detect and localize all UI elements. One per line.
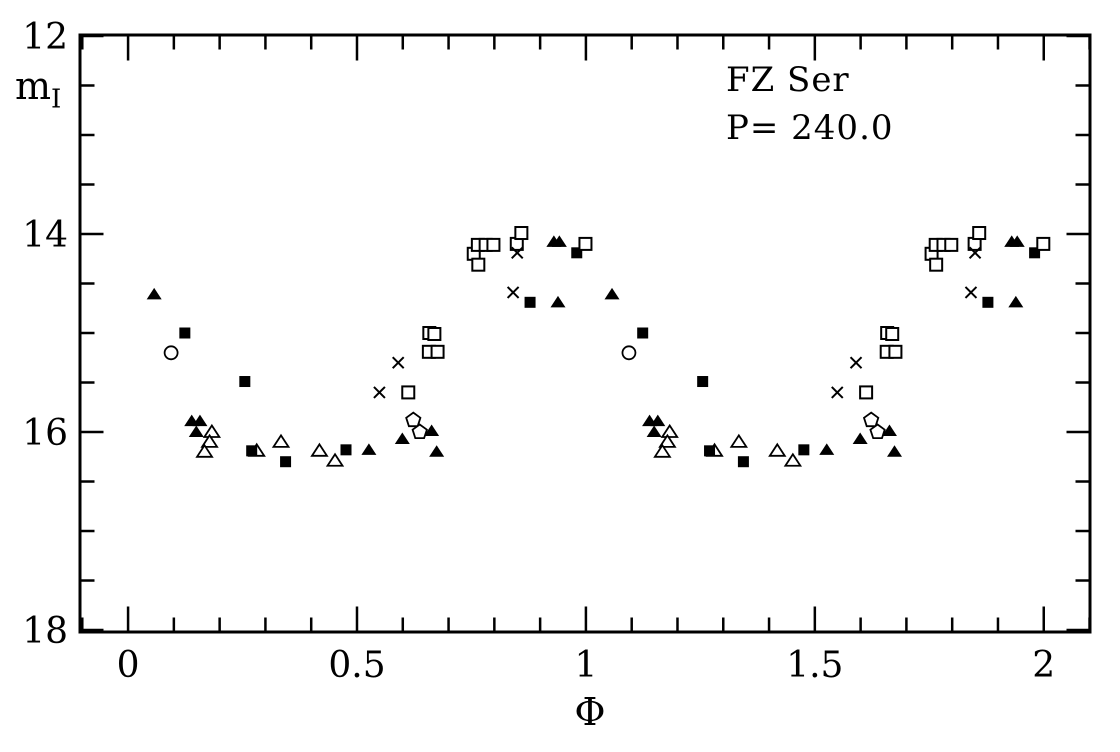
- marker-open-square: [514, 226, 529, 241]
- marker-open-square: [1036, 236, 1051, 251]
- marker-open-square: [471, 257, 486, 272]
- marker-cross: [968, 246, 982, 260]
- marker-filled-square: [704, 445, 716, 457]
- plot-frame: [78, 33, 1092, 634]
- marker-open-square: [578, 236, 593, 251]
- marker-open-square: [427, 326, 442, 341]
- marker-filled-triangle: [650, 414, 666, 427]
- marker-open-triangle: [768, 442, 787, 457]
- marker-cross: [831, 386, 844, 399]
- marker-filled-triangle: [1009, 235, 1025, 247]
- marker-cross: [964, 286, 978, 299]
- marker-filled-triangle: [550, 295, 566, 308]
- x-tick-label: 1.5: [786, 645, 843, 686]
- marker-filled-square: [246, 445, 258, 457]
- marker-filled-triangle: [394, 432, 410, 444]
- x-axis-label: Φ: [574, 690, 606, 734]
- marker-open-triangle: [195, 443, 214, 458]
- marker-open-square: [486, 237, 501, 252]
- marker-cross: [391, 356, 405, 369]
- marker-open-triangle: [783, 452, 803, 467]
- marker-open-triangle: [200, 433, 219, 448]
- marker-filled-triangle: [361, 443, 377, 455]
- marker-filled-triangle: [1008, 295, 1024, 308]
- marker-open-square: [401, 385, 416, 400]
- marker-open-triangle: [653, 443, 672, 458]
- marker-filled-square: [280, 456, 292, 468]
- marker-open-triangle: [271, 433, 291, 448]
- marker-cross: [373, 386, 386, 399]
- x-tick-label: 0: [117, 645, 140, 686]
- marker-filled-triangle: [551, 235, 567, 247]
- marker-open-square: [430, 344, 445, 359]
- marker-open-square: [944, 237, 959, 252]
- marker-filled-triangle: [646, 425, 662, 438]
- marker-filled-square: [982, 296, 994, 308]
- marker-cross: [506, 286, 520, 299]
- y-axis-label-base: m: [15, 64, 52, 108]
- marker-filled-triangle: [604, 287, 620, 300]
- marker-cross: [511, 246, 524, 260]
- marker-open-pentagon: [405, 411, 422, 428]
- y-tick-label: 16: [22, 413, 68, 454]
- y-axis-label: mI: [15, 64, 61, 115]
- x-tick-label: 2: [1032, 645, 1055, 686]
- plot-subtitle: P= 240.0: [726, 108, 894, 148]
- marker-open-triangle: [310, 442, 329, 457]
- marker-open-triangle: [729, 433, 748, 448]
- marker-filled-square: [798, 444, 810, 456]
- marker-cross: [849, 356, 863, 369]
- marker-open-square: [885, 326, 900, 341]
- marker-filled-square: [179, 327, 191, 339]
- marker-open-triangle: [658, 433, 677, 448]
- marker-filled-triangle: [146, 287, 162, 300]
- marker-filled-square: [637, 327, 649, 339]
- y-tick-label: 18: [22, 611, 68, 652]
- marker-open-triangle: [660, 423, 679, 438]
- marker-filled-triangle: [881, 424, 897, 437]
- y-tick-label: 12: [22, 17, 68, 58]
- marker-filled-square: [340, 444, 352, 456]
- marker-open-square: [859, 385, 874, 400]
- marker-open-circle: [621, 345, 637, 361]
- marker-open-square: [972, 226, 987, 241]
- marker-filled-triangle: [424, 424, 440, 437]
- marker-filled-square: [524, 296, 536, 308]
- marker-filled-square: [1029, 247, 1041, 259]
- plot-title: FZ Ser: [726, 60, 850, 100]
- y-tick-label: 14: [22, 215, 68, 256]
- marker-filled-square: [697, 376, 709, 388]
- marker-filled-triangle: [887, 445, 903, 457]
- marker-filled-triangle: [192, 414, 208, 427]
- marker-filled-triangle: [852, 432, 868, 444]
- marker-open-pentagon: [411, 423, 428, 440]
- marker-open-pentagon: [862, 411, 880, 428]
- marker-filled-triangle: [188, 425, 204, 438]
- x-tick-label: 1: [574, 645, 597, 686]
- marker-filled-triangle: [819, 443, 835, 455]
- marker-filled-triangle: [429, 445, 445, 457]
- marker-open-square: [929, 257, 944, 272]
- marker-filled-square: [737, 456, 749, 468]
- y-axis-label-subscript: I: [51, 84, 62, 115]
- marker-open-triangle: [325, 452, 345, 467]
- marker-filled-square: [571, 247, 583, 259]
- marker-open-triangle: [202, 423, 222, 438]
- marker-open-circle: [163, 345, 179, 361]
- marker-filled-square: [239, 376, 251, 388]
- x-tick-label: 0.5: [328, 645, 385, 686]
- marker-open-pentagon: [869, 423, 886, 440]
- marker-open-square: [888, 344, 903, 359]
